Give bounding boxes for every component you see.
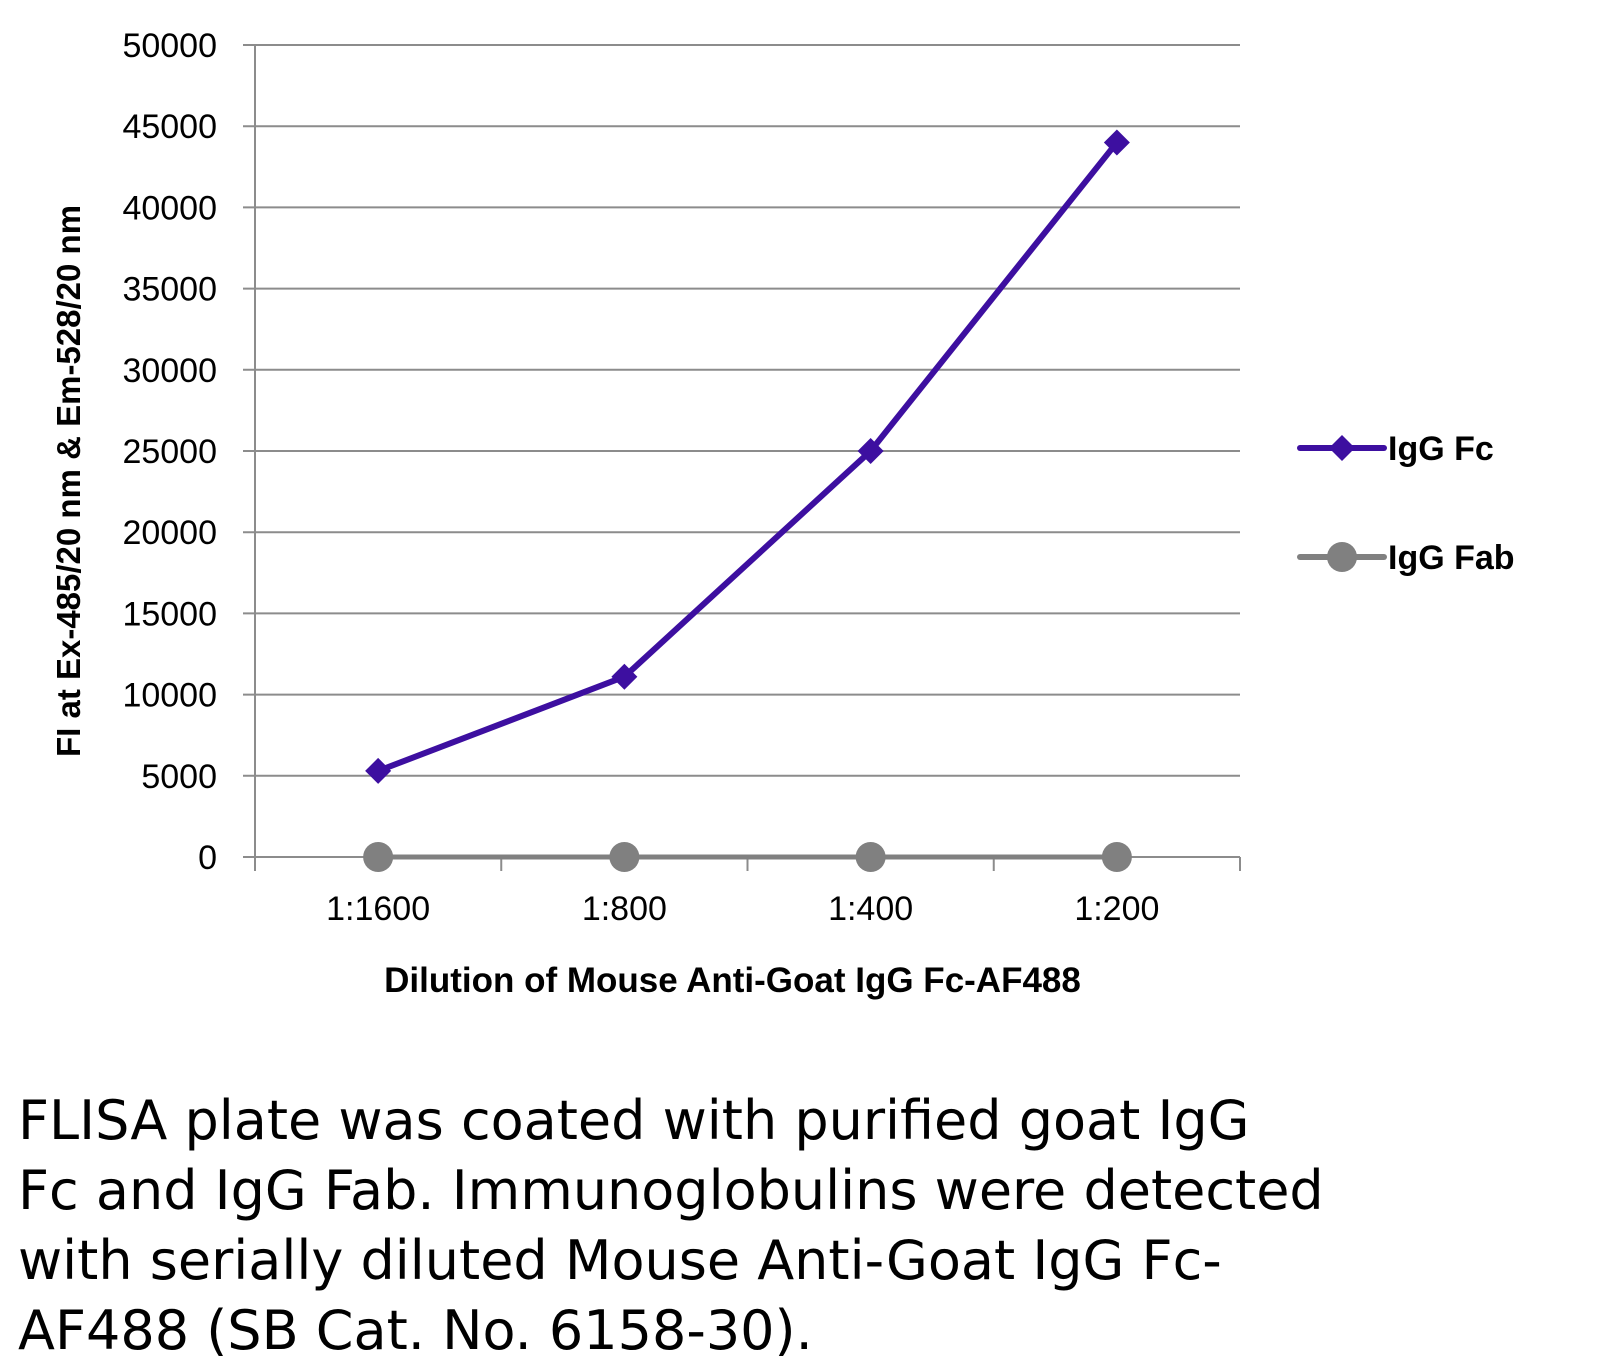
data-point bbox=[363, 842, 394, 872]
x-tick-label: 1:400 bbox=[828, 890, 913, 928]
series-line bbox=[375, 139, 1120, 774]
y-tick-label: 35000 bbox=[122, 271, 217, 309]
y-tick-label: 20000 bbox=[122, 514, 217, 552]
y-tick-label: 30000 bbox=[122, 352, 217, 390]
y-tick-label: 10000 bbox=[122, 677, 217, 715]
data-point bbox=[365, 757, 392, 784]
series-igg-fab bbox=[363, 842, 1132, 872]
axes: 0 5000 10000 15000 20000 25000 30000 35000 40000… bbox=[50, 27, 1241, 1000]
caption-line: AF488 (SB Cat. No. 6158-30). bbox=[18, 1299, 813, 1362]
data-point bbox=[855, 842, 886, 872]
legend-marker bbox=[1329, 435, 1355, 461]
legend-label: IgG Fc bbox=[1388, 430, 1494, 468]
data-point bbox=[609, 842, 640, 872]
data-point bbox=[1103, 129, 1130, 156]
series bbox=[363, 129, 1132, 872]
legend: IgG Fc IgG Fab bbox=[1297, 430, 1515, 577]
series-igg-fc bbox=[365, 129, 1130, 784]
caption-line: Fc and IgG Fab. Immunoglobulins were det… bbox=[18, 1159, 1324, 1222]
legend-label: IgG Fab bbox=[1388, 539, 1515, 577]
y-axis-title: FI at Ex-485/20 nm & Em-528/20 nm bbox=[50, 205, 87, 757]
x-axis-title: Dilution of Mouse Anti-Goat IgG Fc-AF488 bbox=[384, 961, 1081, 1000]
y-tick-label: 40000 bbox=[122, 189, 217, 227]
data-point bbox=[1101, 842, 1132, 872]
caption-line: with serially diluted Mouse Anti-Goat Ig… bbox=[18, 1229, 1222, 1292]
data-point bbox=[857, 438, 884, 464]
gridlines bbox=[243, 44, 1240, 777]
figure-caption: FLISA plate was coated with purified goa… bbox=[18, 1086, 1438, 1366]
x-tick-label: 1:200 bbox=[1074, 890, 1159, 928]
x-tick-label: 1:800 bbox=[582, 890, 667, 928]
chart: 0 5000 10000 15000 20000 25000 30000 35000 40000… bbox=[50, 27, 1515, 1000]
y-tick-label: 45000 bbox=[122, 108, 217, 146]
y-tick-label: 25000 bbox=[122, 433, 217, 471]
y-tick-label: 15000 bbox=[122, 595, 217, 633]
legend-item: IgG Fab bbox=[1297, 539, 1515, 577]
legend-item: IgG Fc bbox=[1297, 430, 1494, 468]
x-tick-label: 1:1600 bbox=[326, 890, 430, 928]
caption-line: FLISA plate was coated with purified goa… bbox=[18, 1089, 1250, 1152]
y-tick-label: 0 bbox=[198, 839, 217, 877]
data-point bbox=[611, 663, 638, 690]
legend-marker bbox=[1327, 542, 1357, 572]
y-tick-label: 5000 bbox=[141, 758, 217, 796]
y-tick-label: 50000 bbox=[122, 27, 217, 65]
